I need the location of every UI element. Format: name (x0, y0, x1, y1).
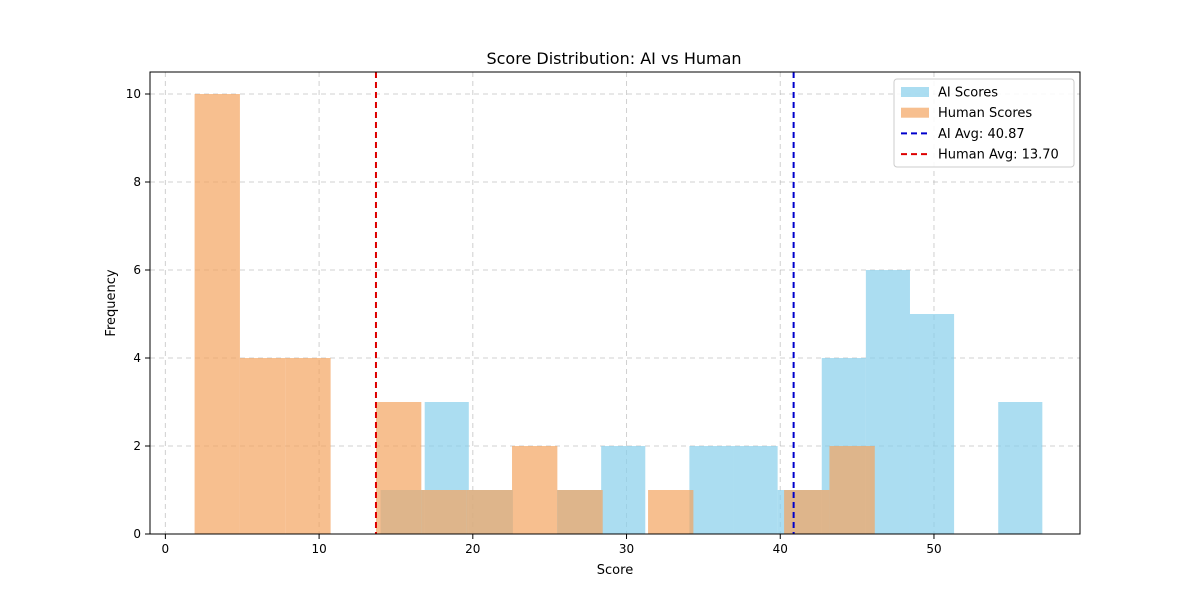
x-tick-label: 30 (619, 542, 634, 556)
bars (194, 94, 1043, 534)
hist-bar-human (512, 446, 558, 534)
x-tick-label: 40 (773, 542, 788, 556)
x-axis: 0 10 20 30 40 50 (162, 534, 942, 556)
chart-title: Score Distribution: AI vs Human (486, 49, 741, 68)
x-tick-label: 0 (162, 542, 170, 556)
legend-label: Human Avg: 13.70 (938, 148, 1059, 163)
legend-swatch (901, 87, 929, 97)
hist-bar-human (557, 490, 603, 534)
hist-bar-human (648, 490, 694, 534)
y-tick-label: 2 (133, 439, 141, 453)
hist-bar-human (194, 94, 240, 534)
y-axis: 0 2 4 6 8 10 (126, 87, 150, 541)
hist-bar-human (829, 446, 875, 534)
hist-bar-human (375, 402, 422, 534)
legend-label: AI Avg: 40.87 (938, 127, 1025, 142)
x-axis-label: Score (597, 563, 633, 578)
hist-bar-human (784, 490, 830, 534)
y-tick-label: 4 (133, 351, 141, 365)
y-axis-label: Frequency (104, 269, 119, 336)
legend: AI Scores Human Scores AI Avg: 40.87 Human … (893, 78, 1075, 168)
hist-bar-ai (601, 446, 646, 534)
legend-swatch (901, 107, 929, 118)
hist-bar-human (466, 490, 513, 534)
hist-bar-human (421, 490, 467, 534)
y-tick-label: 8 (133, 175, 141, 189)
hist-bar-human (239, 358, 286, 534)
legend-box (893, 78, 1075, 168)
x-tick-label: 50 (926, 542, 941, 556)
legend-label: AI Scores (938, 86, 998, 101)
hist-bar-ai (733, 446, 778, 534)
hist-bar-ai (998, 402, 1043, 534)
y-tick-label: 10 (126, 87, 141, 101)
plot-frame (149, 71, 1081, 535)
hist-bar-ai (909, 314, 955, 534)
legend-label: Human Scores (938, 106, 1032, 121)
hist-bar-ai (689, 446, 734, 534)
y-tick-label: 0 (133, 527, 141, 541)
reference-lines (374, 72, 795, 534)
x-tick-label: 10 (311, 542, 326, 556)
x-tick-label: 20 (465, 542, 480, 556)
hist-bar-human (285, 358, 331, 534)
y-tick-label: 6 (133, 263, 141, 277)
